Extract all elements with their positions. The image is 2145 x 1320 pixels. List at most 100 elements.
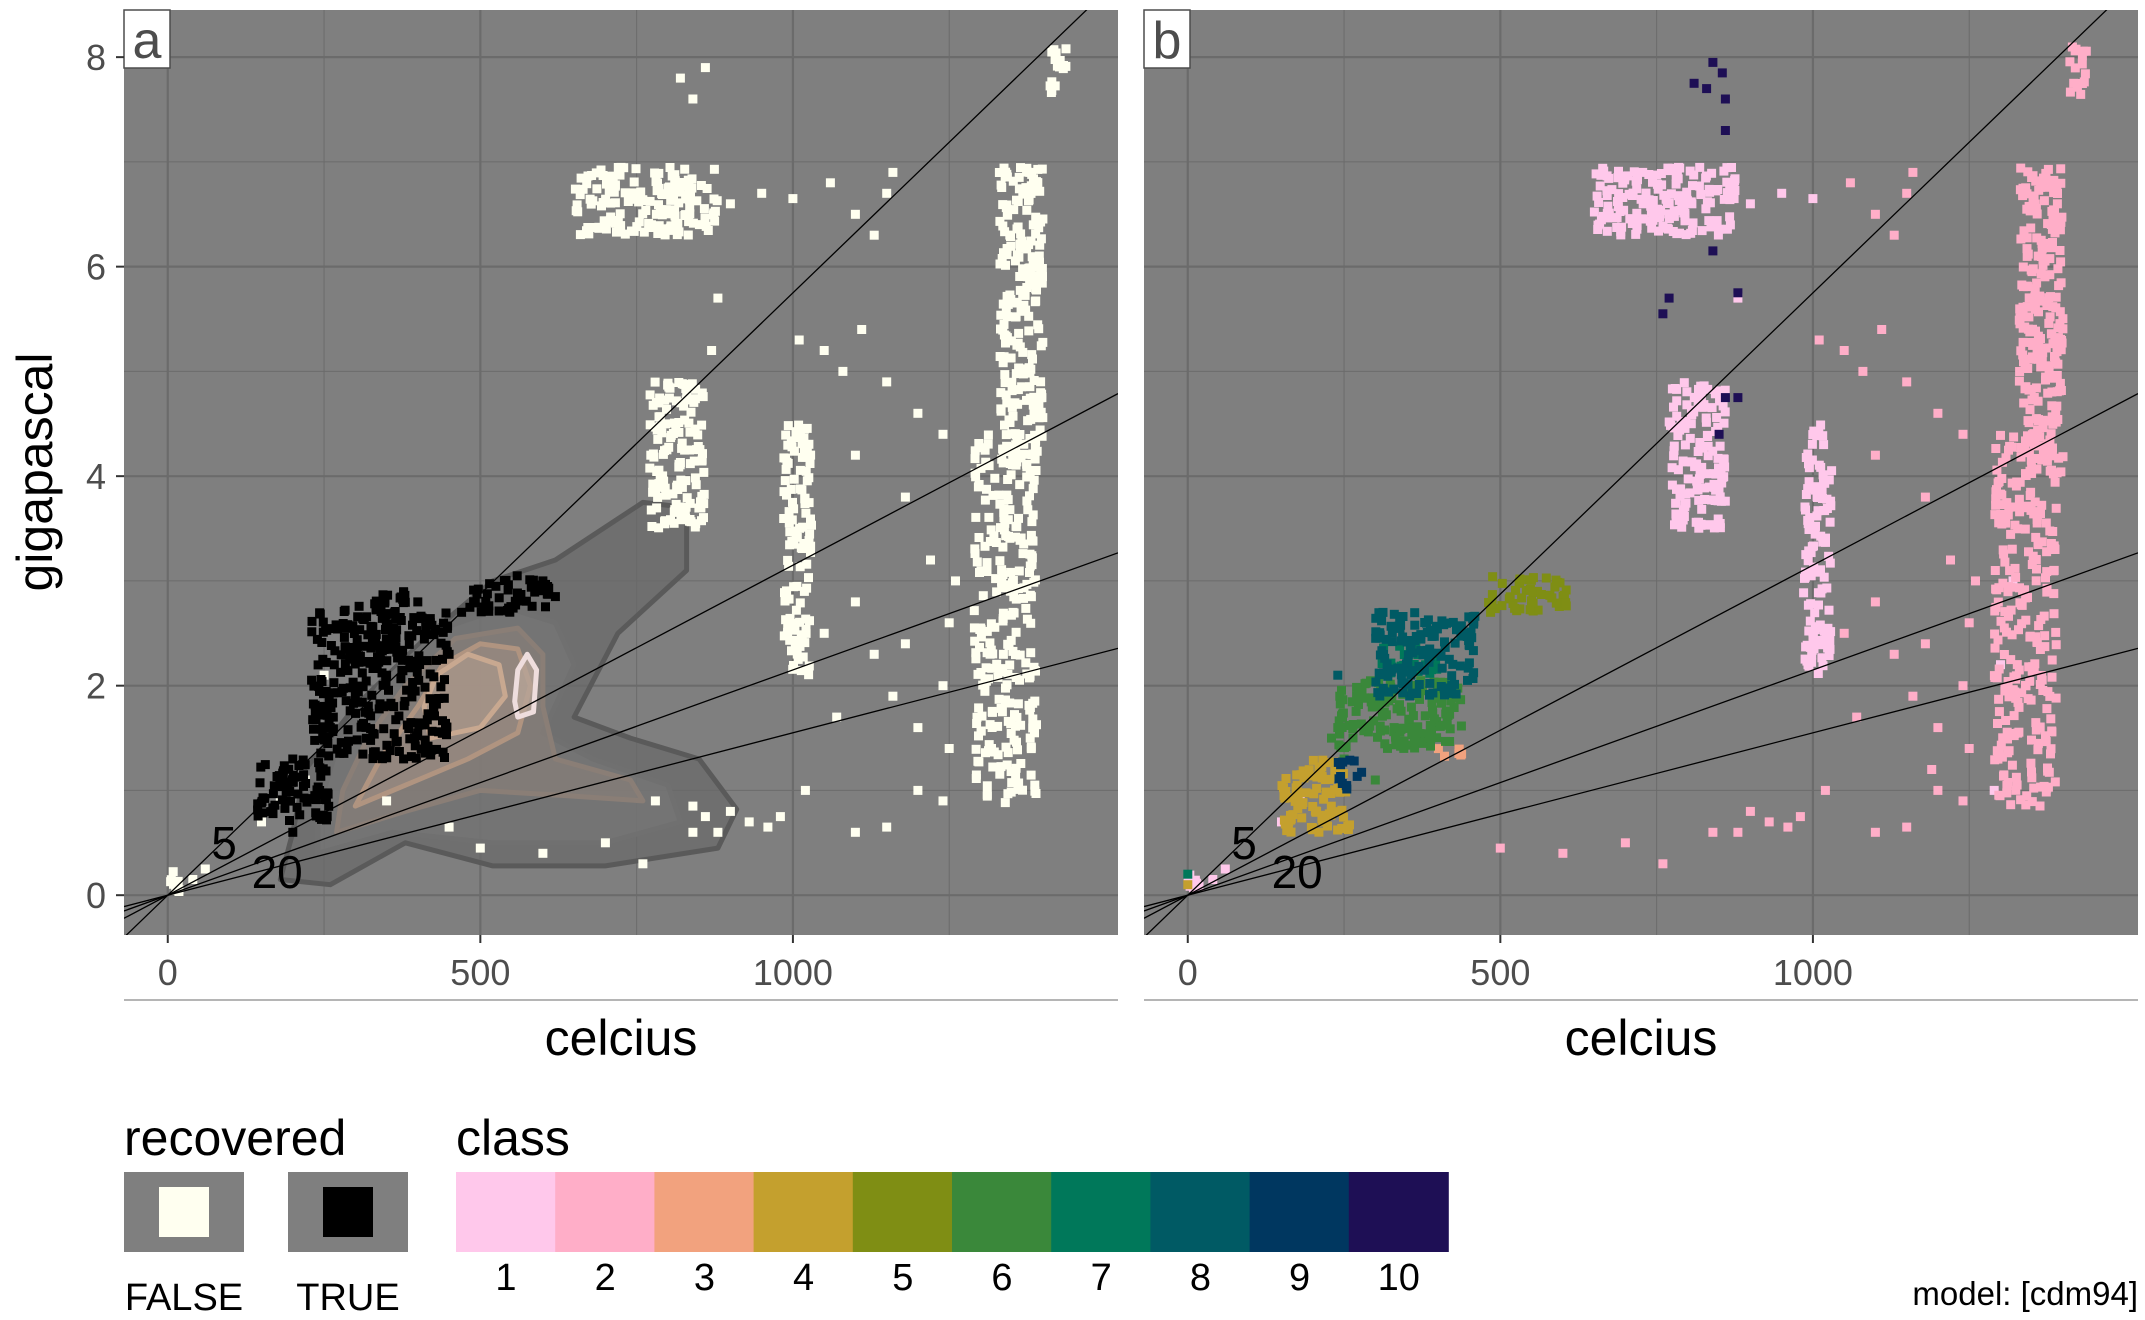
point — [2044, 293, 2054, 303]
point — [2031, 532, 2041, 542]
point — [1333, 825, 1343, 835]
point — [604, 186, 614, 196]
point — [1997, 474, 2007, 483]
point — [2020, 384, 2030, 394]
legend-class-label: 7 — [1091, 1257, 1112, 1299]
point — [672, 507, 682, 517]
point — [1807, 645, 1817, 655]
point — [992, 659, 1002, 669]
point — [408, 678, 418, 687]
point — [1395, 641, 1405, 651]
point — [658, 190, 667, 199]
point — [982, 484, 991, 494]
point — [804, 670, 814, 680]
point — [1018, 449, 1028, 459]
point — [2031, 454, 2041, 463]
point — [992, 587, 1002, 597]
point — [690, 473, 700, 483]
point — [1431, 658, 1441, 668]
point — [2027, 463, 2037, 473]
point — [426, 750, 436, 760]
legend-class-label: 2 — [595, 1257, 616, 1299]
point — [785, 635, 795, 645]
point — [1061, 44, 1071, 54]
point — [1664, 214, 1674, 224]
point — [2047, 655, 2057, 665]
point — [1377, 616, 1387, 626]
point — [2030, 284, 2040, 294]
point — [2043, 766, 2053, 776]
point — [779, 514, 789, 523]
point — [998, 299, 1008, 309]
point — [1638, 167, 1648, 177]
point — [412, 667, 422, 677]
point — [1000, 378, 1010, 388]
point — [2041, 737, 2051, 747]
point — [1559, 590, 1569, 600]
point — [1405, 723, 1415, 733]
point — [1710, 482, 1720, 492]
point — [336, 667, 346, 677]
point — [438, 716, 447, 726]
point — [1395, 727, 1405, 737]
point — [670, 186, 680, 196]
point — [2042, 704, 2052, 714]
point — [2038, 423, 2048, 433]
point — [1445, 737, 1455, 746]
point — [1613, 197, 1622, 206]
point — [1715, 523, 1725, 533]
point — [1679, 202, 1689, 212]
point — [2034, 621, 2044, 631]
point — [825, 178, 835, 188]
point — [1997, 500, 2007, 510]
point — [2006, 582, 2016, 592]
point — [1998, 545, 2008, 555]
point — [1685, 488, 1695, 498]
point — [2047, 672, 2057, 682]
point — [653, 492, 663, 502]
point — [1333, 723, 1343, 733]
point — [1028, 255, 1038, 265]
point — [317, 710, 327, 720]
point — [1014, 328, 1024, 338]
point — [1680, 440, 1690, 450]
point — [1808, 636, 1818, 646]
point — [1920, 492, 1930, 502]
point — [1673, 431, 1683, 440]
point — [1696, 190, 1706, 199]
point — [583, 223, 593, 232]
legend-class-key: 3 — [654, 1172, 755, 1299]
point — [1045, 81, 1055, 91]
point — [1220, 864, 1230, 874]
point — [2044, 318, 2054, 328]
point — [307, 675, 317, 685]
point — [1422, 628, 1432, 637]
point — [688, 827, 698, 837]
point — [1449, 703, 1459, 712]
point — [1414, 680, 1424, 689]
point — [1007, 386, 1017, 396]
point — [744, 817, 754, 827]
point — [292, 802, 302, 812]
point — [406, 752, 416, 762]
point — [1825, 517, 1835, 527]
point — [2070, 63, 2080, 73]
point — [775, 812, 785, 822]
point — [801, 508, 811, 518]
point — [1704, 216, 1714, 226]
point — [2038, 686, 2048, 695]
point — [1558, 848, 1568, 858]
point — [2018, 183, 2028, 193]
point — [1487, 590, 1497, 600]
point — [616, 162, 626, 172]
point — [2030, 659, 2040, 669]
point — [1870, 597, 1880, 607]
point — [1525, 605, 1535, 615]
point — [850, 827, 860, 837]
point — [2046, 714, 2056, 724]
point — [1783, 822, 1793, 832]
point — [683, 230, 693, 240]
series-9 — [1333, 755, 1367, 794]
point — [1021, 603, 1031, 613]
